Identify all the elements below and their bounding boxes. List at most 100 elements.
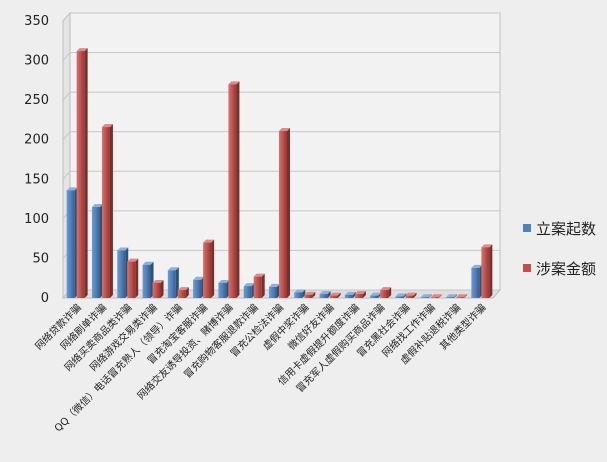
bar-top (430, 294, 442, 298)
gridline-side (62, 12, 71, 22)
bar-side (261, 273, 265, 298)
bar (269, 286, 277, 298)
bar (319, 294, 328, 298)
bar (193, 279, 202, 298)
bar-top (269, 283, 280, 287)
y-tick-label: 150 (24, 172, 49, 187)
bar-side (438, 294, 442, 298)
legend-label: 涉案金额 (536, 260, 596, 278)
bar-side (413, 292, 417, 298)
bar-side (327, 291, 331, 298)
bar (420, 297, 429, 298)
bar-top (395, 293, 407, 297)
bars (66, 48, 493, 299)
bar (167, 270, 176, 298)
bar (329, 295, 338, 298)
bar (395, 296, 404, 298)
bar (344, 294, 353, 298)
bar-top (127, 258, 139, 262)
bar-top (329, 292, 341, 296)
bar (354, 294, 363, 298)
bar-top (471, 264, 483, 268)
bar-top (380, 287, 392, 291)
bar-side (185, 287, 189, 298)
bar (243, 286, 252, 298)
bar (304, 294, 313, 298)
bar-side (352, 291, 356, 298)
gridline-side (62, 52, 71, 61)
y-tick-label: 100 (24, 212, 49, 227)
bar-side (84, 48, 88, 299)
y-tick-label: 200 (24, 133, 49, 148)
bar-top (152, 279, 164, 283)
bar-top (203, 239, 215, 243)
bar-top (66, 187, 78, 191)
y-tick-label: 250 (24, 93, 49, 108)
bar-top (193, 276, 205, 280)
bar-top (294, 289, 306, 293)
legend-swatch (523, 264, 531, 272)
bar-top (481, 244, 493, 248)
bar (203, 242, 212, 298)
bar-side (388, 287, 392, 298)
bar-top (218, 279, 230, 283)
bar-top (370, 292, 382, 296)
bar-top (344, 291, 356, 295)
bar-top (142, 261, 154, 265)
bar-top (304, 291, 316, 295)
y-tick-label: 50 (32, 251, 49, 266)
bar (177, 290, 186, 298)
bar-side (287, 128, 290, 298)
bar (117, 250, 126, 298)
y-tick-label: 350 (24, 14, 49, 29)
bar (66, 190, 75, 298)
bar (294, 292, 303, 298)
bar-side (109, 124, 113, 299)
bar (218, 282, 227, 298)
bar (127, 261, 136, 298)
bar-top (76, 48, 88, 52)
bar-top (446, 294, 458, 298)
bar (152, 282, 161, 298)
legend-label: 立案起数 (536, 220, 596, 238)
bar-side (454, 294, 458, 298)
bar (101, 127, 110, 299)
bar (481, 247, 490, 298)
bar (228, 84, 237, 298)
bar-top (319, 291, 331, 295)
bar-side (302, 289, 306, 298)
bar-side (403, 293, 407, 298)
bar-side (135, 258, 139, 298)
y-tick-label: 300 (24, 54, 49, 69)
gridline-side (62, 170, 71, 180)
bar-top (420, 294, 432, 298)
bar-top (456, 294, 468, 298)
bar-top (279, 128, 290, 132)
bar (471, 267, 480, 298)
gridline-side (62, 131, 71, 141)
gridline-side (62, 91, 71, 101)
x-tick-labels: 网络贷款诈骗网络刷单诈骗网络买卖商品类诈骗网络游戏交易类诈骗QQ（微信）电话冒充… (32, 301, 488, 434)
bar-top (253, 273, 265, 277)
bar (380, 290, 389, 298)
bar-top (177, 287, 189, 291)
bar-top (117, 247, 129, 251)
bar-side (489, 244, 493, 298)
y-tick-labels: 0 50 100 150 200 250 300 350 (24, 14, 49, 306)
bar-top (167, 267, 179, 271)
bar-side (337, 292, 341, 298)
bar (456, 297, 465, 298)
bar-side (362, 291, 366, 298)
y-tick-label: 0 (41, 291, 49, 306)
bar (405, 295, 414, 298)
legend-swatch (523, 224, 531, 232)
bar-top (354, 291, 366, 295)
bar-side (211, 239, 215, 298)
bar-top (405, 292, 417, 296)
bar-side (160, 279, 164, 298)
bar-side (464, 294, 468, 298)
bar-side (428, 294, 432, 298)
bar (142, 264, 151, 298)
